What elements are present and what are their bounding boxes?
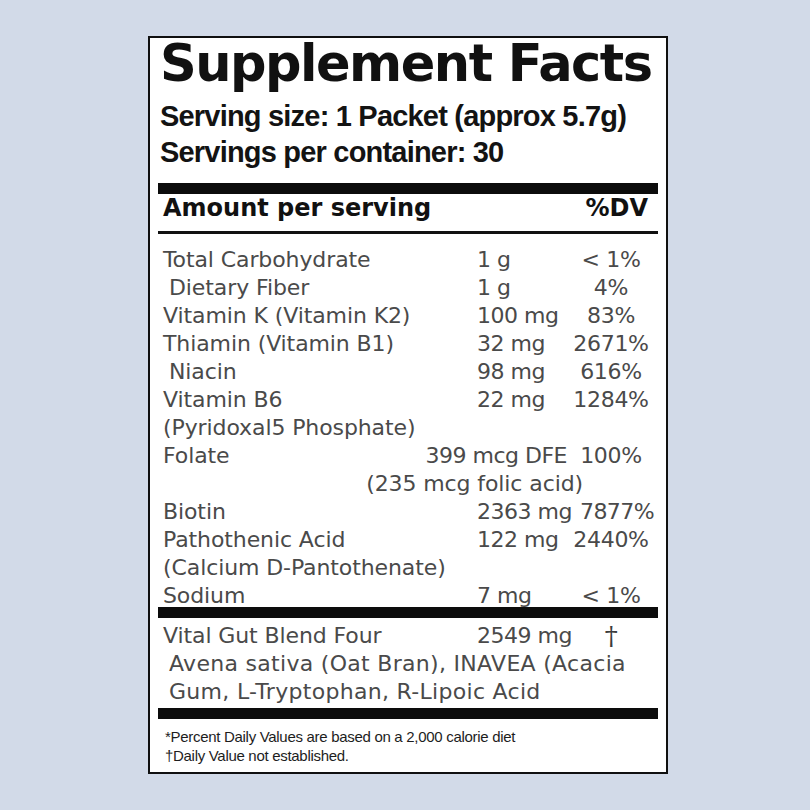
blend-ingredients-line1: Avena sativa (Oat Bran), INAVEA (Acacia <box>163 650 658 678</box>
divider-thick-middle <box>158 607 658 618</box>
dagger-symbol: † <box>561 622 661 650</box>
nutrient-row: Biotin 2363 mg 7877% <box>163 498 658 526</box>
dv-header: %DV <box>585 194 648 222</box>
blend-ingredients-line2: Gum, L-Tryptophan, R-Lipoic Acid <box>163 678 658 706</box>
nutrient-row: Vitamin K (Vitamin K2) 100 mg 83% <box>163 302 658 330</box>
page-background: { "colors": {"background": "#d2dae8", "p… <box>0 0 810 810</box>
divider-thick-bottom <box>158 708 658 719</box>
blend-section: Vital Gut Blend Four 2549 mg † Avena sat… <box>163 622 658 706</box>
footnote-daily-value: †Daily Value not established. <box>165 747 349 764</box>
nutrient-row: Sodium 7 mg < 1% <box>163 582 658 610</box>
servings-per-container: Servings per container: 30 <box>160 136 503 169</box>
supplement-facts-panel: Supplement Facts Serving size: 1 Packet … <box>148 36 668 774</box>
serving-size: Serving size: 1 Packet (approx 5.7g) <box>160 100 626 133</box>
amount-per-serving-header: Amount per serving <box>163 194 431 222</box>
blend-row: Vital Gut Blend Four 2549 mg † <box>163 622 658 650</box>
nutrient-rows: Total Carbohydrate 1 g < 1% Dietary Fibe… <box>163 246 658 610</box>
divider-thick-top <box>158 183 658 194</box>
nutrient-row: Dietary Fiber 1 g 4% <box>163 274 658 302</box>
nutrient-row: Pathothenic Acid (Calcium D-Pantothenate… <box>163 526 658 582</box>
nutrient-row: Vitamin B6 (Pyridoxal5 Phosphate) 22 mg … <box>163 386 658 442</box>
nutrient-row: Total Carbohydrate 1 g < 1% <box>163 246 658 274</box>
nutrient-row: Folate 399 mcg DFE 100% (235 mcg folic a… <box>163 442 658 498</box>
footnote-percent-dv: *Percent Daily Values are based on a 2,0… <box>165 728 515 745</box>
nutrient-row: Niacin 98 mg 616% <box>163 358 658 386</box>
title: Supplement Facts <box>160 34 652 93</box>
divider-thin <box>158 231 658 234</box>
column-header: Amount per serving %DV <box>163 194 648 222</box>
nutrient-row: Thiamin (Vitamin B1) 32 mg 2671% <box>163 330 658 358</box>
